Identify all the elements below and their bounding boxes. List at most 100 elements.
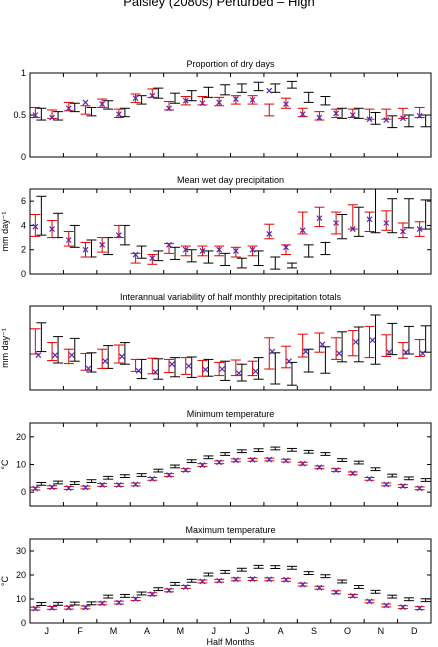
marker-cross <box>383 220 390 226</box>
marker-cross <box>99 482 106 488</box>
marker-cross <box>349 592 356 599</box>
x-tick-label: M <box>177 626 185 636</box>
marker-cross <box>366 598 373 605</box>
marker-cross <box>333 220 340 226</box>
marker-cross <box>333 589 340 596</box>
marker-cross <box>349 226 356 232</box>
marker-cross <box>202 366 209 373</box>
marker-cross <box>283 457 289 464</box>
marker-cross <box>85 365 92 372</box>
panel-title: Maximum temperature <box>185 525 275 535</box>
marker-cross <box>252 368 259 375</box>
marker-cross <box>65 604 72 611</box>
x-tick-label: S <box>311 626 317 636</box>
y-tick-label: 10 <box>16 460 26 470</box>
marker-cross <box>99 101 106 108</box>
y-tick-label: 0 <box>21 269 26 279</box>
x-tick-label: O <box>344 626 351 636</box>
y-tick-label: 0 <box>21 487 26 497</box>
marker-cross <box>283 576 289 583</box>
marker-cross <box>316 584 323 591</box>
marker-cross <box>182 246 189 253</box>
marker-cross <box>366 116 373 123</box>
marker-cross <box>65 105 72 112</box>
marker-cross <box>383 117 390 123</box>
y-axis-label: °C <box>0 575 10 586</box>
marker-cross <box>135 367 142 374</box>
x-tick-label: N <box>378 626 385 636</box>
marker-cross <box>400 483 406 490</box>
marker-cross <box>266 576 273 583</box>
marker-cross <box>266 87 273 94</box>
marker-cross <box>149 92 156 99</box>
marker-cross <box>115 599 122 606</box>
marker-cross <box>199 462 206 468</box>
marker-cross <box>199 248 206 254</box>
marker-cross <box>216 577 223 584</box>
y-tick-label: 20 <box>16 570 26 580</box>
marker-cross <box>283 244 289 251</box>
marker-cross <box>32 223 39 230</box>
x-tick-label: A <box>278 626 284 636</box>
marker-cross <box>232 457 239 464</box>
plot-frame <box>29 72 432 158</box>
marker-cross <box>132 596 139 602</box>
panel-title: Mean wet day precipitation <box>177 175 284 185</box>
marker-cross <box>232 248 239 254</box>
marker-cross <box>32 112 39 118</box>
marker-cross <box>182 584 189 590</box>
marker-cross <box>316 464 323 471</box>
marker-cross <box>149 255 156 262</box>
marker-cross <box>99 600 106 607</box>
marker-cross <box>400 604 406 611</box>
marker-cross <box>266 456 273 463</box>
plot-frame <box>29 305 432 391</box>
marker-cross <box>216 246 223 253</box>
marker-cross <box>299 111 306 118</box>
marker-cross <box>232 96 239 102</box>
panel-title: Proportion of dry days <box>186 59 275 69</box>
y-tick-label: 6 <box>21 196 26 206</box>
marker-cross <box>99 241 106 248</box>
marker-cross <box>132 251 139 258</box>
marker-cross <box>352 339 359 345</box>
marker-cross <box>249 246 256 253</box>
marker-cross <box>249 456 256 463</box>
marker-cross <box>216 459 223 466</box>
x-tick-label: J <box>44 626 49 636</box>
marker-cross <box>82 99 89 106</box>
marker-cross <box>366 216 373 223</box>
marker-cross <box>299 460 306 467</box>
marker-cross <box>386 349 393 356</box>
marker-cross <box>336 350 343 357</box>
marker-cross <box>283 101 289 108</box>
marker-cross <box>149 591 156 598</box>
marker-cross <box>416 485 423 492</box>
marker-cross <box>82 484 89 491</box>
marker-cross <box>35 352 42 359</box>
x-tick-label: D <box>411 626 418 636</box>
marker-cross <box>82 246 89 253</box>
x-tick-label: J <box>245 626 250 636</box>
marker-cross <box>416 226 423 232</box>
marker-cross <box>232 576 239 583</box>
marker-cross <box>266 231 273 237</box>
marker-cross <box>182 97 189 104</box>
y-tick-label: 20 <box>16 432 26 442</box>
marker-cross <box>115 232 122 239</box>
marker-cross <box>149 475 156 482</box>
y-tick-label: 2 <box>21 245 26 255</box>
marker-cross <box>49 226 55 232</box>
marker-cross <box>132 481 139 488</box>
marker-cross <box>416 112 423 119</box>
y-tick-label: 0 <box>21 618 26 628</box>
marker-cross <box>166 587 172 594</box>
y-tick-label: 4 <box>21 220 26 230</box>
y-axis-label: °C <box>0 459 10 470</box>
panel-title: Minimum temperature <box>187 409 275 419</box>
marker-cross <box>82 604 89 611</box>
marker-cross <box>286 358 292 365</box>
marker-cross <box>49 114 55 121</box>
marker-cross <box>49 604 55 611</box>
